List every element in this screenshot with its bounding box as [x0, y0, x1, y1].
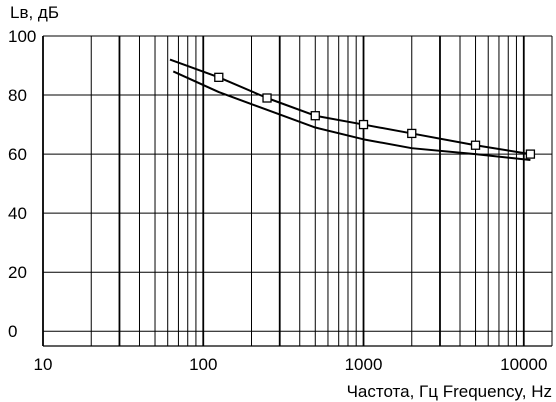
data-point: [407, 128, 417, 139]
y-tick-label: 20: [8, 263, 27, 282]
data-point: [525, 149, 536, 159]
x-tick-label: 10000: [500, 355, 547, 374]
data-point: [262, 93, 272, 103]
y-tick-label: 60: [8, 145, 27, 164]
data-point: [310, 111, 320, 121]
x-tick-label: 100: [189, 355, 217, 374]
y-axis-label: Lв, дБ: [10, 3, 59, 22]
x-tick-label: 1000: [345, 355, 383, 374]
y-tick-label: 40: [8, 204, 27, 223]
data-point: [214, 72, 224, 82]
y-tick-label: 0: [8, 322, 17, 341]
data-point: [358, 119, 369, 130]
y-tick-label: 100: [8, 27, 36, 46]
x-axis-label: Частота, Гц Frequency, Hz: [347, 382, 552, 401]
y-tick-label: 80: [8, 86, 27, 105]
x-tick-label: 10: [34, 355, 53, 374]
grid: [42, 35, 553, 347]
data-point: [470, 140, 481, 150]
series-line-1: [169, 58, 531, 156]
tick-labels: 0 20 40 60 80 100 10 100 1000 10000: [8, 27, 547, 374]
series-line-2: [172, 70, 531, 161]
series-group: [169, 58, 536, 161]
